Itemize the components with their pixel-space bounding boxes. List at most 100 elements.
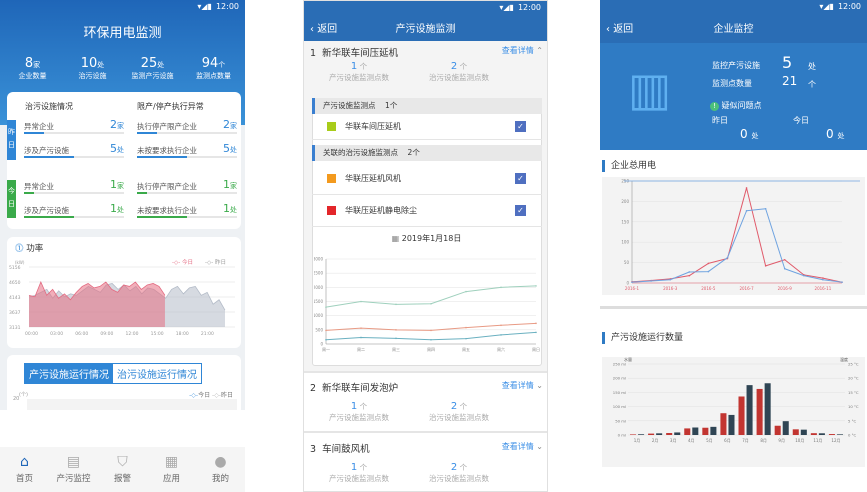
week-chart[interactable]: 0 500 1000 1500 2000 2500 3000 周一 周二 周三 周四 周五 周六 周日 [314, 254, 540, 354]
stat-value: 10 [80, 56, 98, 71]
data-point [783, 267, 786, 270]
yesterday-label: 昨日 [712, 116, 728, 125]
stat-row[interactable]: 未按要求执行企业 1处 [137, 202, 237, 218]
bar-red [774, 425, 781, 435]
bar-dark [800, 429, 807, 435]
data-point [325, 306, 327, 308]
progress-bar [24, 132, 124, 134]
y-tick: 4143 [9, 295, 21, 301]
chevron-down-icon: ⌄ [536, 442, 543, 451]
stat-row[interactable]: 异常企业 1家 [24, 178, 124, 194]
data-point [500, 324, 502, 327]
stat-treatment[interactable]: 10处 治污设施 [62, 56, 123, 81]
date-picker[interactable]: ▦ 2019年1月18日 [304, 233, 547, 244]
today-tag: 今日 [7, 180, 16, 218]
monitor-row[interactable]: 华联压延机风机 ✓ [312, 163, 542, 195]
y-tick: 50 [624, 260, 630, 265]
stat-row[interactable]: 涉及产污设施 5处 [24, 142, 124, 158]
y-tick-right: 25 °C [848, 362, 859, 367]
data-point [465, 337, 467, 340]
tab-mine[interactable]: ● 我的 [196, 447, 245, 492]
progress-bar [24, 156, 124, 158]
power-title-wrap: ⓵ 功率 [15, 242, 43, 254]
power-chart[interactable]: (kW)5156 4650 4143 3637 3131 00:00 03:00 06:00 0… [7, 257, 241, 347]
run-count-bar-chart[interactable]: 水量 温度 0 ml 0 °C 50 ml 5 °C 100 ml 10 °C 150 ml 15… [602, 357, 865, 467]
view-detail-link[interactable]: 查看详情 ⌄ [501, 381, 543, 390]
treat-section-header: 关联的治污设施监测点 2个 [312, 145, 542, 161]
status-bar: ▾◢▮ 12:00 [304, 1, 547, 13]
bar-dark [746, 385, 753, 435]
y-tick: 4650 [9, 280, 21, 286]
bar-dark [656, 433, 663, 435]
data-point [745, 209, 748, 212]
limit-heading: 限产/停产执行异常 [137, 102, 204, 111]
tab-apps[interactable]: ▦ 应用 [147, 447, 196, 492]
bar-dark [782, 421, 789, 435]
yesterday-value: 0 处 [740, 127, 759, 141]
stat-row[interactable]: 执行停产限产企业 2家 [137, 118, 237, 134]
x-tick: 2016-9 [778, 286, 793, 291]
stat-row[interactable]: 执行停产限产企业 1家 [137, 178, 237, 194]
y-tick-right: 10 °C [848, 404, 859, 409]
stat-value: 25 [140, 56, 158, 71]
data-point [535, 331, 537, 334]
progress-bar [137, 156, 237, 158]
data-point [726, 256, 729, 259]
tab-alarm[interactable]: ⛉ 报警 [98, 447, 147, 492]
x-tick: 2016-1 [625, 286, 640, 291]
y-tick-right: 15 °C [848, 390, 859, 395]
x-tick: 8月 [760, 438, 767, 443]
view-detail-link[interactable]: 查看详情 ⌄ [501, 442, 543, 451]
back-button[interactable]: ‹ 返回 [310, 23, 338, 35]
monitor-row[interactable]: 华联车间压延机 ✓ [312, 114, 542, 140]
y-tick: 2000 [314, 285, 323, 290]
data-point [535, 322, 537, 325]
bar-dark [836, 434, 843, 435]
y-tick-right: 0 °C [848, 433, 857, 438]
back-button[interactable]: ‹ 返回 [606, 24, 634, 35]
points-value: 21 [782, 74, 798, 88]
row-label: 异常企业 [24, 182, 54, 191]
data-point [688, 274, 691, 277]
toggle-production[interactable]: 产污设施运行情况 [25, 364, 113, 383]
stat-row[interactable]: 异常企业 2家 [24, 118, 124, 134]
facility-item-1: 1 新华联车间压延机 查看详情 ⌃ 1 个产污设施监测点数 2 个治污设施监测点… [304, 41, 547, 373]
stat-row[interactable]: 未按要求执行企业 5处 [137, 142, 237, 158]
y-tick: 2500 [314, 271, 323, 276]
tab-pollution-monitor[interactable]: ▤ 产污监控 [49, 447, 98, 492]
stat-row[interactable]: 涉及产污设施 1处 [24, 202, 124, 218]
color-swatch [327, 122, 336, 131]
bar-red [738, 396, 745, 435]
item-title: 3 车间鼓风机 [310, 444, 370, 455]
prod-section-header: 产污设施监测点 1个 [312, 98, 542, 114]
item-title: 1 新华联车间压延机 [310, 48, 399, 59]
bar-red [648, 433, 655, 435]
progress-bar [137, 216, 237, 218]
view-detail-link[interactable]: 查看详情 ⌃ [501, 46, 543, 55]
toggle-treatment[interactable]: 治污设施运行情况 [117, 370, 197, 381]
bar-dark [710, 426, 717, 435]
checkbox-checked[interactable]: ✓ [515, 205, 526, 216]
y-tick: 500 [315, 327, 323, 332]
bar-dark [728, 414, 735, 435]
row-value: 1家 [223, 178, 237, 191]
run-section-title: 产污设施运行数量 [602, 332, 683, 344]
tab-home[interactable]: ⌂ 首页 [0, 447, 49, 492]
status-time: 12:00 [837, 1, 861, 11]
y-tick: 200 [621, 199, 629, 204]
bar-dark [692, 427, 699, 435]
enterprise-info-panel: ▥ 监控产污设施 5 处 监测点数量 21 个 ! 疑似问题点 昨日 今日 0 … [600, 43, 867, 150]
checkbox-checked[interactable]: ✓ [515, 121, 526, 132]
wifi-icon: ▾◢▮ [499, 2, 514, 12]
x-tick: 2月 [652, 438, 659, 443]
y-tick: 0 [320, 342, 323, 347]
monitor-row[interactable]: 华联压延机静电除尘 ✓ [312, 195, 542, 227]
checkbox-checked[interactable]: ✓ [515, 173, 526, 184]
stat-points[interactable]: 94个 监测点数量 [183, 56, 244, 81]
x-tick: 周六 [497, 346, 505, 352]
stat-production[interactable]: 25处 监测产污设施 [122, 56, 183, 81]
stat-enterprises[interactable]: 8家 企业数量 [2, 56, 63, 81]
data-point [822, 277, 824, 279]
treatment-heading: 治污设施情况 [25, 102, 73, 111]
